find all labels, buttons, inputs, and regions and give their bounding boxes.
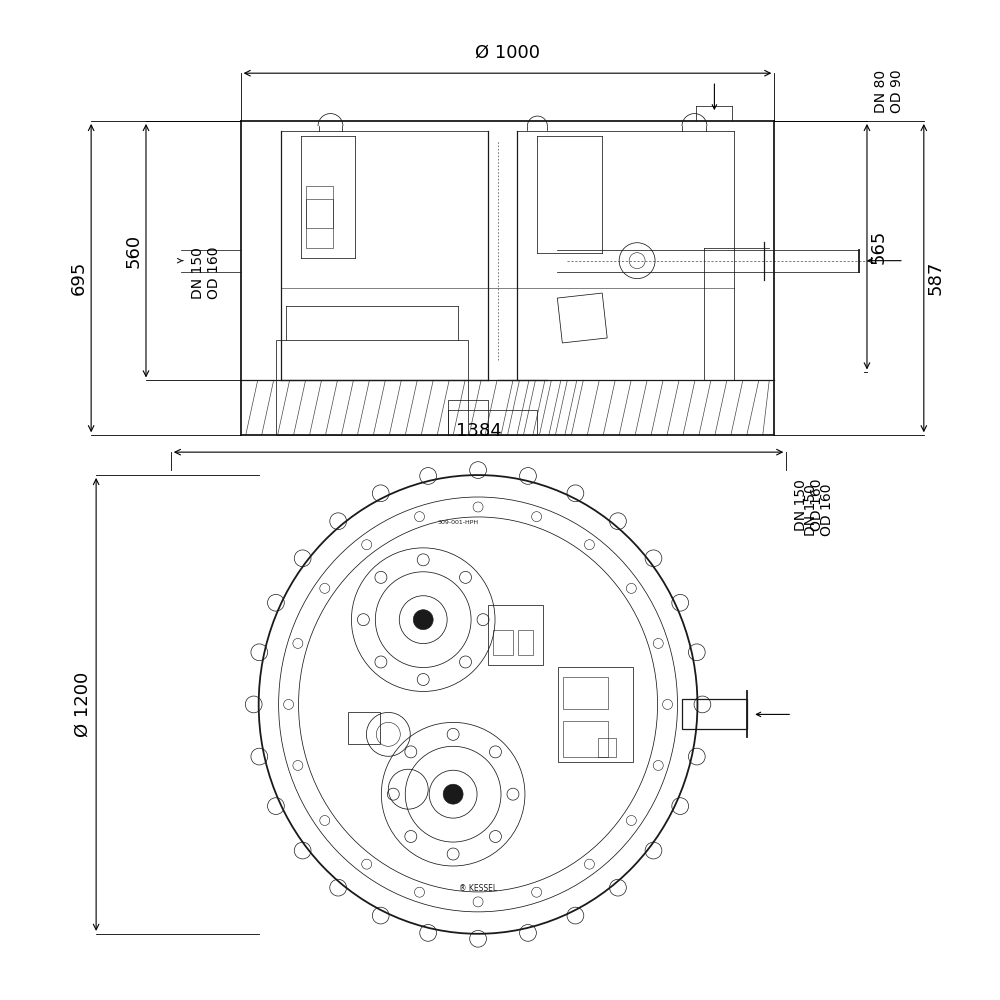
Text: DN 150
OD 160: DN 150 OD 160	[804, 484, 834, 536]
Circle shape	[413, 610, 433, 630]
Bar	[558, 667, 633, 762]
Text: DN 80
OD 90: DN 80 OD 90	[874, 69, 904, 113]
Text: DN 150
OD 160: DN 150 OD 160	[794, 479, 824, 531]
Text: 1384: 1384	[456, 422, 501, 440]
Bar	[306, 186, 333, 228]
Text: ® KESSEL: ® KESSEL	[459, 884, 497, 893]
Text: Ø 1200: Ø 1200	[73, 672, 91, 737]
Bar	[276, 340, 468, 435]
Bar	[518, 630, 533, 655]
Bar	[488, 605, 543, 665]
Text: 309-001-HPH: 309-001-HPH	[438, 520, 479, 525]
Bar	[563, 721, 608, 757]
Bar	[598, 738, 616, 757]
Circle shape	[443, 784, 463, 804]
Text: 695: 695	[70, 261, 88, 295]
Bar	[448, 400, 488, 435]
Bar	[306, 199, 333, 248]
Bar	[563, 677, 608, 709]
Text: 560: 560	[125, 234, 143, 268]
Bar	[448, 410, 537, 435]
Text: 587: 587	[927, 261, 945, 295]
Bar	[348, 712, 380, 744]
Bar	[682, 699, 747, 729]
Text: Ø 1000: Ø 1000	[475, 43, 540, 61]
Bar	[493, 630, 513, 655]
Text: DN 150
OD 160: DN 150 OD 160	[191, 246, 221, 299]
Text: 565: 565	[870, 230, 888, 264]
